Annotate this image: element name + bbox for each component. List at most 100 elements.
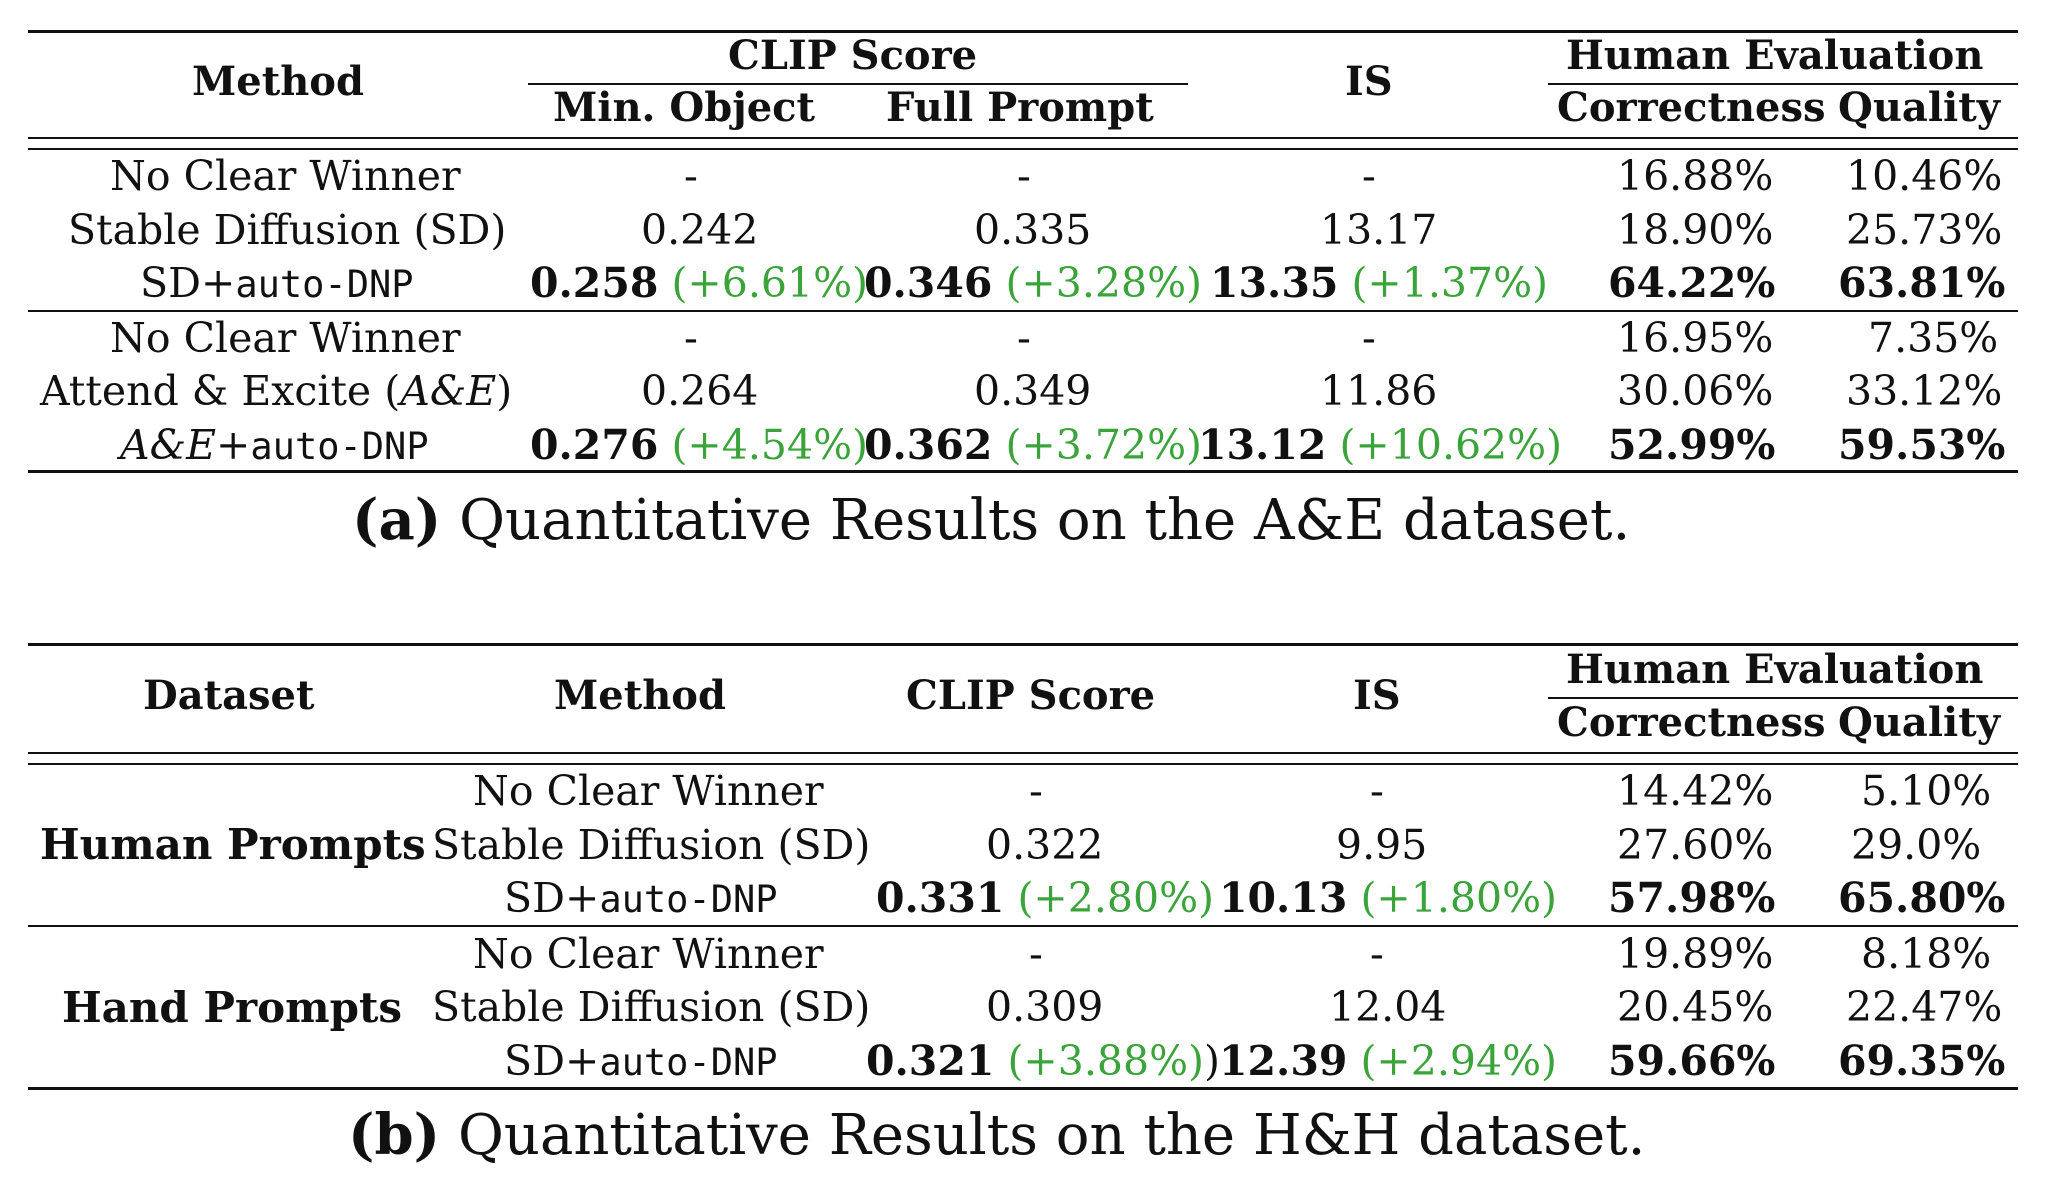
clip-gain: (+3.88%) xyxy=(1007,1037,1205,1085)
header-min-object: Min. Object xyxy=(553,84,815,131)
full-prompt-value: 0.346 xyxy=(864,259,993,307)
cell-quality: 10.46% xyxy=(1846,152,2003,200)
row-method: SD+auto-DNP xyxy=(504,1041,778,1082)
cell-min-object: - xyxy=(684,152,698,200)
method-code: auto-DNP xyxy=(599,878,778,921)
row-method: SD+auto-DNP xyxy=(140,263,414,304)
dataset-label: Hand Prompts xyxy=(62,983,402,1032)
row-method: Stable Diffusion (SD) xyxy=(68,206,507,254)
header-full-prompt: Full Prompt xyxy=(886,84,1154,131)
cell-correctness: 30.06% xyxy=(1617,367,1774,415)
cell-quality: 7.35% xyxy=(1868,314,1999,362)
method-code: auto-DNP xyxy=(599,1041,778,1084)
cell-min-object: 0.264 xyxy=(641,367,759,415)
cell-is: 11.86 xyxy=(1320,367,1438,415)
dataset-label: Human Prompts xyxy=(40,820,426,869)
table-a-top-rule xyxy=(28,30,2018,33)
method-suffix: ) xyxy=(496,367,513,415)
cell-quality: 8.18% xyxy=(1861,930,1992,978)
cell-is: - xyxy=(1362,152,1376,200)
cell-is: 10.13 (+1.80%) xyxy=(1219,878,1557,919)
cell-min-object: 0.258 (+6.61%) xyxy=(530,263,868,304)
row-method: Stable Diffusion (SD) xyxy=(432,983,871,1031)
cell-is: - xyxy=(1370,767,1384,815)
cell-min-object: 0.242 xyxy=(641,206,759,254)
cell-quality: 65.80% xyxy=(1838,874,2006,922)
method-code: auto-DNP xyxy=(250,425,429,468)
cell-quality: 33.12% xyxy=(1846,367,2003,415)
cell-is: 9.95 xyxy=(1336,821,1428,869)
cell-full-prompt: 0.349 xyxy=(974,367,1092,415)
table-a-caption: (a) Quantitative Results on the A&E data… xyxy=(352,492,1630,549)
header-quality: Quality xyxy=(1838,84,2000,131)
cell-is: - xyxy=(1370,930,1384,978)
table-a-mid-rule-2 xyxy=(28,148,2018,150)
method-prefix: SD+ xyxy=(504,1037,600,1085)
cell-full-prompt: 0.362 (+3.72%) xyxy=(864,425,1202,466)
min-object-value: 0.258 xyxy=(530,259,659,307)
row-method: No Clear Winner xyxy=(473,930,824,978)
is-value: 12.39 xyxy=(1219,1037,1348,1085)
cell-is: 13.17 xyxy=(1320,206,1438,254)
table-a-bottom-rule xyxy=(28,470,2018,473)
cell-full-prompt: - xyxy=(1017,314,1031,362)
row-method: No Clear Winner xyxy=(473,767,824,815)
header-is: IS xyxy=(1353,672,1401,719)
table-a-human-subrule xyxy=(1548,83,2018,85)
table-a-group-rule xyxy=(28,310,2018,312)
header-clip-score: CLIP Score xyxy=(906,672,1156,719)
cell-clip: - xyxy=(1029,930,1043,978)
cell-correctness: 52.99% xyxy=(1608,421,1776,469)
is-gain: (+1.37%) xyxy=(1351,259,1549,307)
row-method: No Clear Winner xyxy=(110,152,461,200)
header-correctness: Correctness xyxy=(1557,84,1826,131)
method-code: auto-DNP xyxy=(235,263,414,306)
cell-quality: 69.35% xyxy=(1838,1037,2006,1085)
header-method: Method xyxy=(554,672,726,719)
table-b-mid-rule-2 xyxy=(28,763,2018,765)
row-method: A&E+auto-DNP xyxy=(120,425,429,466)
table-b-human-subrule xyxy=(1548,697,2018,699)
cell-correctness: 20.45% xyxy=(1617,983,1774,1031)
cell-is: 13.35 (+1.37%) xyxy=(1210,263,1548,304)
min-object-value: 0.276 xyxy=(530,421,659,469)
clip-value: 0.331 xyxy=(876,874,1005,922)
cell-quality: 59.53% xyxy=(1838,421,2006,469)
cell-quality: 22.47% xyxy=(1846,983,2003,1031)
cell-correctness: 18.90% xyxy=(1617,206,1774,254)
cell-correctness: 16.88% xyxy=(1617,152,1774,200)
cell-quality: 5.10% xyxy=(1861,767,1992,815)
cell-correctness: 16.95% xyxy=(1617,314,1774,362)
cell-correctness: 59.66% xyxy=(1608,1037,1776,1085)
cell-is: - xyxy=(1362,314,1376,362)
is-gain: (+2.94%) xyxy=(1360,1037,1558,1085)
cell-quality: 63.81% xyxy=(1838,259,2006,307)
header-is: IS xyxy=(1345,58,1393,105)
method-prefix: SD+ xyxy=(504,874,600,922)
cell-clip: 0.309 xyxy=(986,983,1104,1031)
table-a-mid-rule-1 xyxy=(28,137,2018,139)
table-a-clip-subrule xyxy=(528,83,1188,85)
cell-min-object: 0.276 (+4.54%) xyxy=(530,425,868,466)
header-human-evaluation: Human Evaluation xyxy=(1566,32,1984,79)
cell-full-prompt: 0.335 xyxy=(974,206,1092,254)
cell-clip: 0.331 (+2.80%) xyxy=(876,878,1214,919)
min-object-gain: (+4.54%) xyxy=(671,421,869,469)
cell-quality: 29.0% xyxy=(1851,821,1982,869)
clip-value: 0.321 xyxy=(866,1037,995,1085)
table-b-group-rule xyxy=(28,925,2018,927)
table-b-bottom-rule xyxy=(28,1087,2018,1090)
min-object-gain: (+6.61%) xyxy=(671,259,869,307)
method-italic: A&E xyxy=(120,421,217,469)
cell-correctness: 14.42% xyxy=(1617,767,1774,815)
cell-quality: 25.73% xyxy=(1846,206,2003,254)
cell-correctness: 64.22% xyxy=(1608,259,1776,307)
full-prompt-gain: (+3.72%) xyxy=(1005,421,1203,469)
table-b-top-rule xyxy=(28,643,2018,646)
header-clip-score: CLIP Score xyxy=(728,32,978,79)
cell-full-prompt: - xyxy=(1017,152,1031,200)
cell-is: 12.39 (+2.94%) xyxy=(1219,1041,1557,1082)
method-prefix: SD+ xyxy=(140,259,236,307)
cell-is: 13.12 (+10.62%) xyxy=(1198,425,1562,466)
is-value: 10.13 xyxy=(1219,874,1348,922)
